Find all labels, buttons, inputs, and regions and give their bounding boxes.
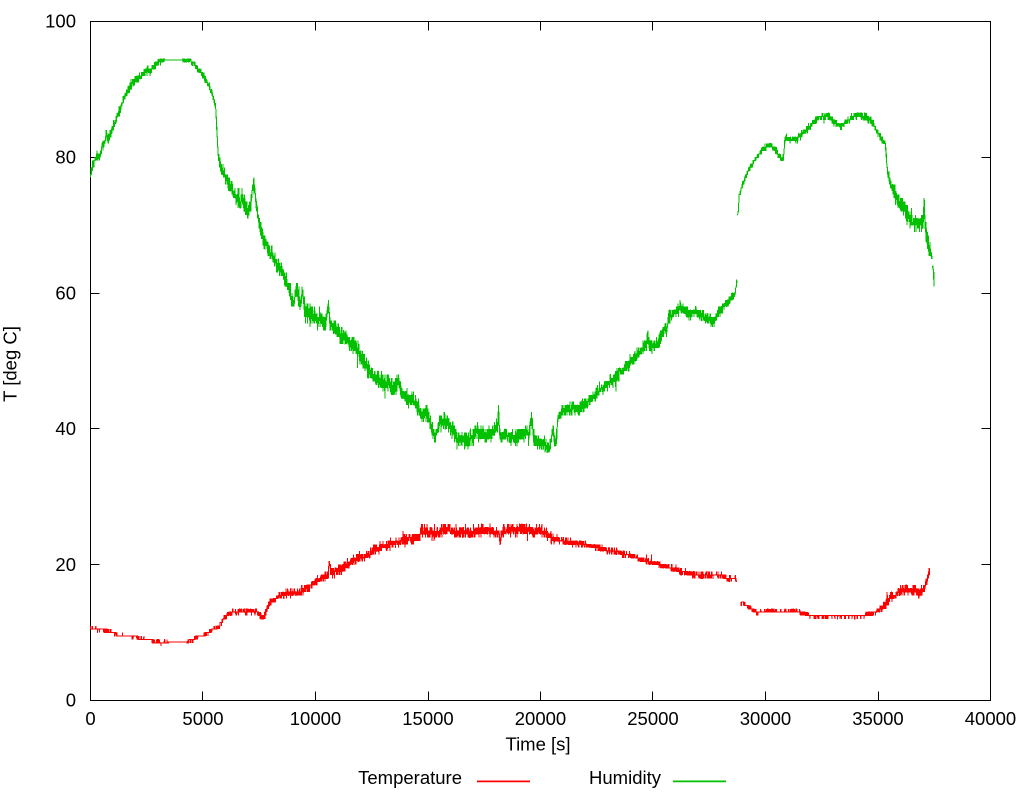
svg-text:35000: 35000 — [852, 708, 903, 729]
svg-text:40000: 40000 — [965, 708, 1016, 729]
svg-text:Humidity: Humidity — [589, 767, 662, 788]
svg-text:40: 40 — [55, 418, 76, 439]
svg-text:Time [s]: Time [s] — [505, 734, 570, 755]
svg-text:100: 100 — [45, 11, 76, 32]
svg-text:5000: 5000 — [182, 708, 223, 729]
svg-text:10000: 10000 — [290, 708, 341, 729]
svg-text:20000: 20000 — [515, 708, 566, 729]
svg-text:80: 80 — [55, 147, 76, 168]
svg-text:Temperature: Temperature — [358, 767, 462, 788]
svg-text:30000: 30000 — [740, 708, 791, 729]
svg-text:25000: 25000 — [627, 708, 678, 729]
svg-text:20: 20 — [55, 554, 76, 575]
svg-text:T [deg C]: T [deg C] — [0, 326, 21, 402]
svg-text:0: 0 — [85, 708, 95, 729]
svg-text:0: 0 — [66, 690, 76, 711]
svg-text:60: 60 — [55, 282, 76, 303]
svg-text:15000: 15000 — [402, 708, 453, 729]
